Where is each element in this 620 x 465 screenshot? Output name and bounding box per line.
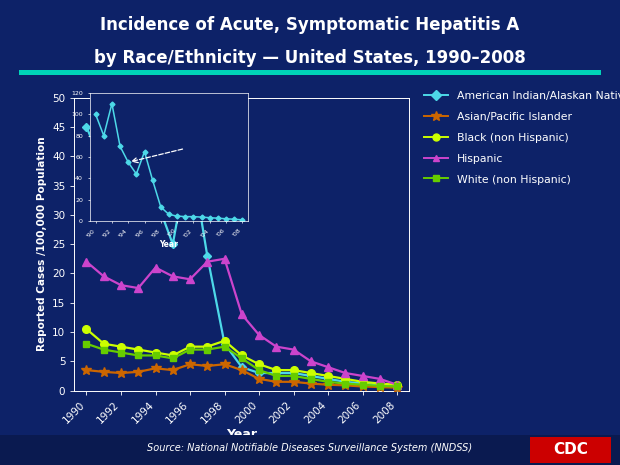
Text: CDC: CDC	[553, 442, 588, 458]
X-axis label: Year: Year	[159, 240, 179, 249]
Legend: American Indian/Alaskan Native, Asian/Pacific Islander, Black (non Hispanic), Hi: American Indian/Alaskan Native, Asian/Pa…	[421, 87, 620, 188]
Text: Incidence of Acute, Symptomatic Hepatitis A: Incidence of Acute, Symptomatic Hepatiti…	[100, 16, 520, 34]
Y-axis label: Reported Cases /100,000 Population: Reported Cases /100,000 Population	[37, 137, 46, 352]
Text: Source: National Notifiable Diseases Surveillance System (NNDSS): Source: National Notifiable Diseases Sur…	[148, 443, 472, 453]
X-axis label: Year: Year	[226, 428, 257, 441]
Text: by Race/Ethnicity — United States, 1990–2008: by Race/Ethnicity — United States, 1990–…	[94, 49, 526, 67]
